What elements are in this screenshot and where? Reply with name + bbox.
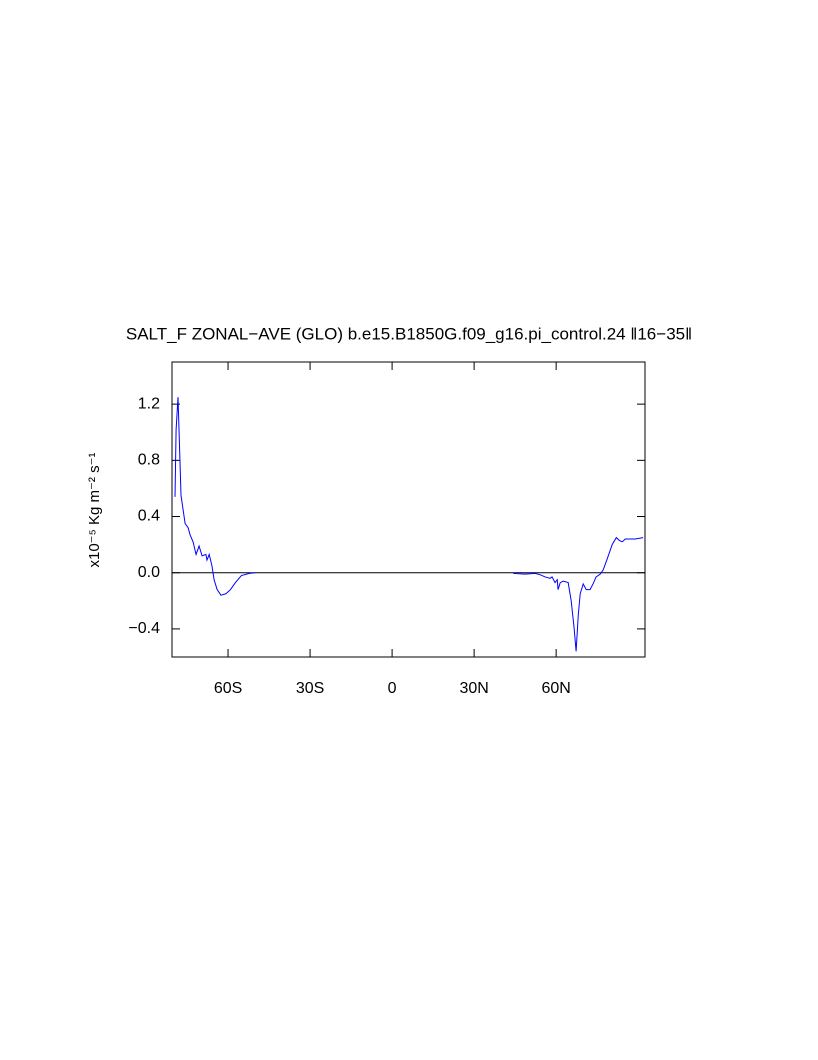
plot-frame [171,361,646,658]
y-axis-label: x10⁻⁵ Kg m⁻² s⁻¹ [86,453,103,568]
y-tick-label: 0.4 [138,508,160,525]
chart-title: SALT_F ZONAL−AVE (GLO) b.e15.B1850G.f09_… [126,324,692,343]
y-tick-label: 0.8 [138,452,160,469]
x-tick-label: 30S [296,680,324,697]
data-line [174,397,644,652]
y-tick-label: 1.2 [138,395,160,412]
y-tick-label: −0.4 [128,620,160,637]
y-tick-label: 0.0 [138,564,160,581]
x-tick-label: 0 [388,680,397,697]
x-tick-label: 30N [459,680,488,697]
x-tick-label: 60S [214,680,242,697]
x-tick-label: 60N [541,680,570,697]
